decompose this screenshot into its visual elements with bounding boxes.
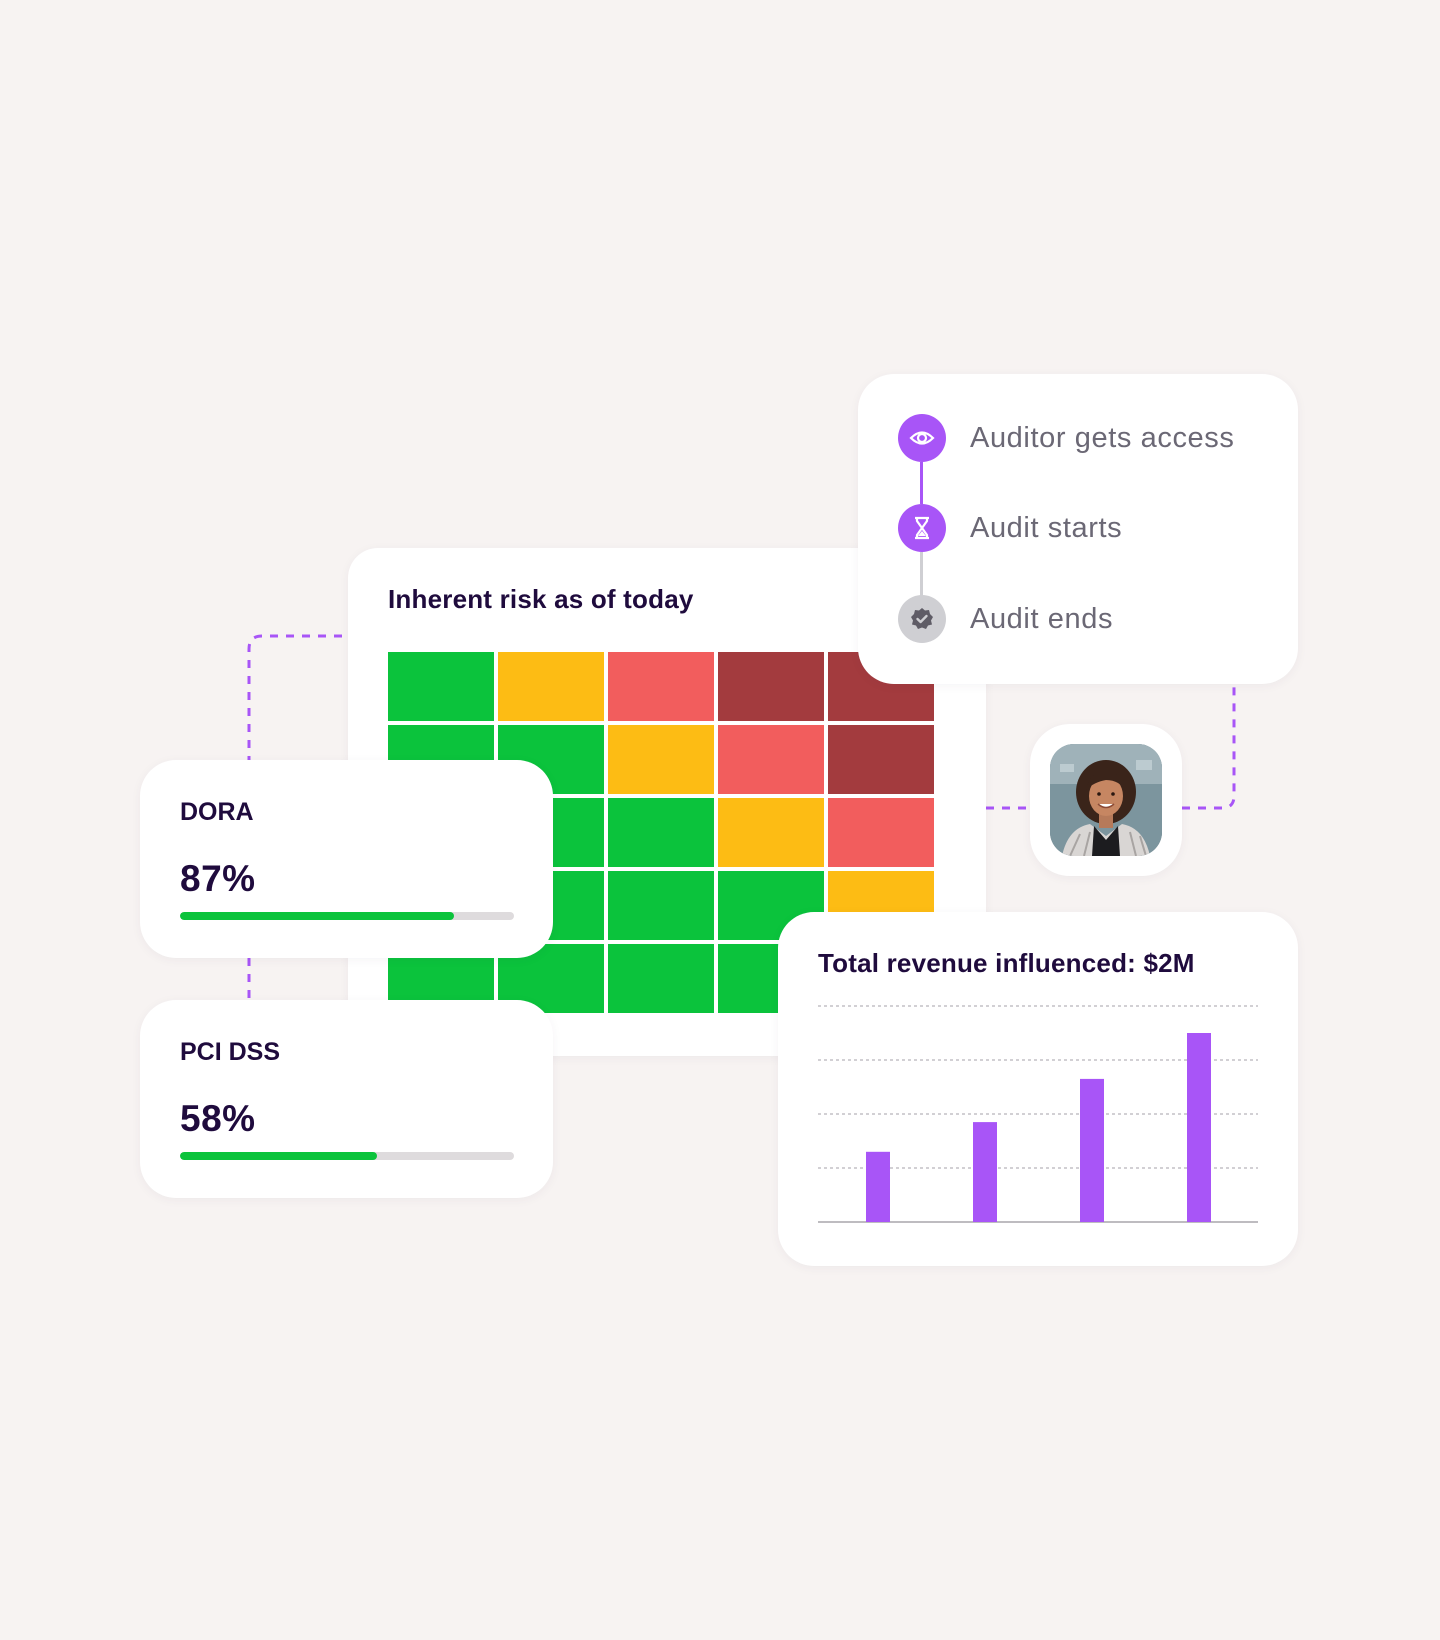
timeline-step-auditor-access: Auditor gets access: [898, 414, 1234, 462]
heatmap-cell-maroon: [828, 725, 934, 794]
connector-right: [986, 686, 1236, 810]
heatmap-cell-coral: [608, 652, 714, 721]
revenue-chart-title: Total revenue influenced: $2M: [818, 948, 1195, 978]
revenue-chart-card: Total revenue influenced: $2M: [778, 912, 1298, 1266]
avatar-card: [1030, 724, 1182, 876]
timeline-step-label: Audit ends: [970, 602, 1114, 635]
timeline-connector-2: [920, 552, 923, 596]
framework-name: PCI DSS: [180, 1038, 281, 1066]
heatmap-cell-amber: [718, 798, 824, 867]
check-badge-icon: [898, 595, 946, 643]
revenue-bar-3: [1080, 1078, 1104, 1222]
framework-percent: 87%: [180, 858, 256, 899]
pci-dss-progress-card: PCI DSS 58%: [140, 1000, 553, 1198]
progress-track: [180, 912, 514, 920]
progress-fill: [180, 1152, 378, 1160]
framework-name: DORA: [180, 798, 254, 826]
progress-fill: [180, 912, 454, 920]
revenue-bar-1: [866, 1151, 890, 1222]
heatmap-cell-amber: [498, 652, 604, 721]
audit-timeline-card: Auditor gets access Audit starts Audit e…: [858, 374, 1298, 684]
heatmap-cell-maroon: [718, 652, 824, 721]
heatmap-cell-green: [608, 798, 714, 867]
timeline-step-audit-ends: Audit ends: [898, 595, 1113, 643]
heatmap-cell-coral: [828, 798, 934, 867]
revenue-bar-chart: [818, 1005, 1258, 1223]
connector-left-top: [247, 634, 342, 760]
framework-percent: 58%: [180, 1098, 256, 1139]
timeline-step-label: Auditor gets access: [970, 421, 1235, 454]
risk-heatmap-title: Inherent risk as of today: [388, 584, 694, 614]
timeline-step-audit-starts: Audit starts: [898, 504, 1122, 552]
timeline-connector-1: [920, 462, 923, 504]
heatmap-cell-amber: [608, 725, 714, 794]
person-photo-icon: [1050, 744, 1162, 856]
heatmap-cell-coral: [718, 725, 824, 794]
revenue-bar-2: [973, 1122, 997, 1222]
heatmap-cell-green: [608, 871, 714, 940]
hourglass-icon: [898, 504, 946, 552]
revenue-bar-4: [1187, 1033, 1211, 1222]
progress-track: [180, 1152, 514, 1160]
timeline-step-label: Audit starts: [970, 511, 1123, 544]
heatmap-cell-green: [608, 944, 714, 1013]
eye-icon: [898, 414, 946, 462]
heatmap-cell-green: [388, 652, 494, 721]
dora-progress-card: DORA 87%: [140, 760, 553, 958]
avatar: [1050, 744, 1162, 856]
